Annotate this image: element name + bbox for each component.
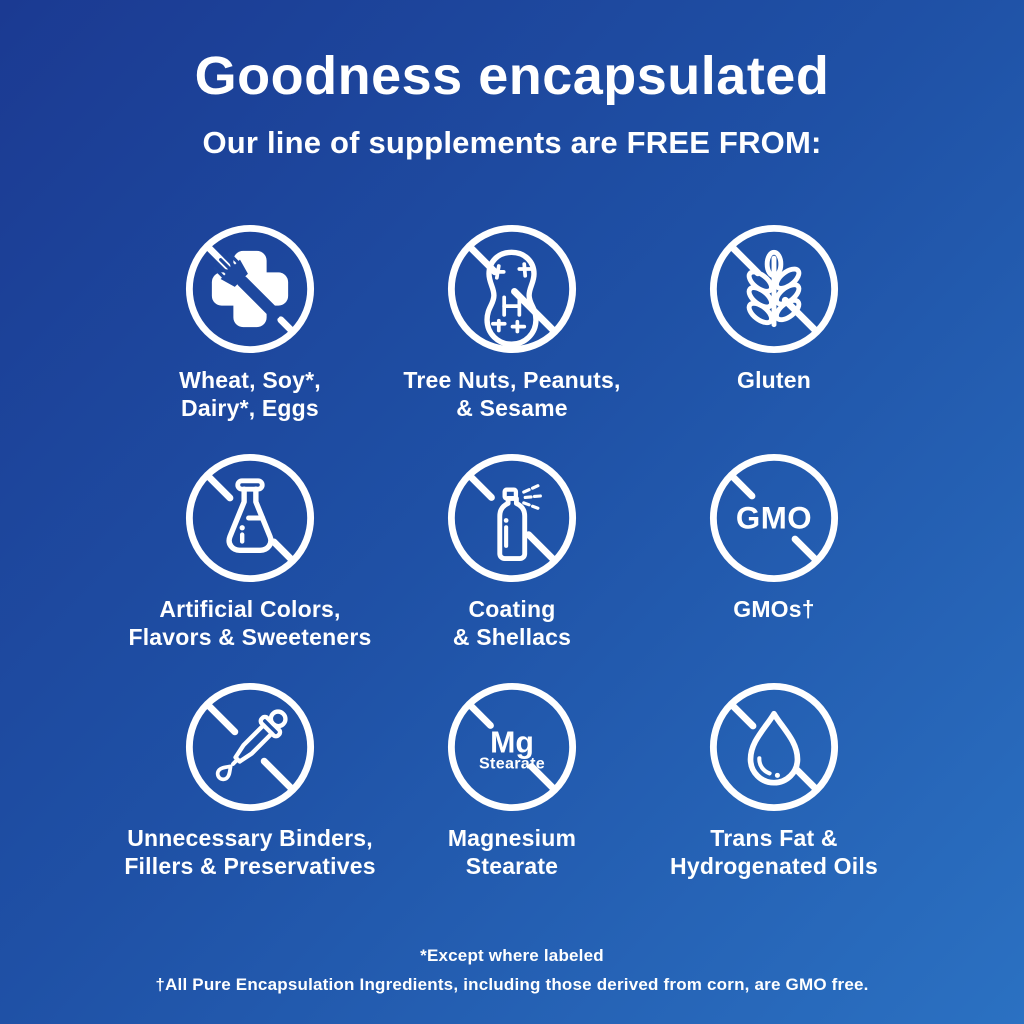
item-label: Artificial Colors, Flavors & Sweeteners <box>128 595 372 650</box>
grid-item-artificial-colors: Artificial Colors, Flavors & Sweeteners <box>128 452 371 651</box>
no-magnesium-stearate-icon: Mg Stearate <box>447 682 577 811</box>
footnote-asterisk: *Except where labeled <box>420 946 604 965</box>
no-binders-fillers-preservatives-icon <box>185 682 315 811</box>
footnotes: *Except where labeled †All Pure Encapsul… <box>0 941 1024 999</box>
page-title: Goodness encapsulated <box>194 46 830 106</box>
footnote-dagger: †All Pure Encapsulation Ingredients, inc… <box>155 975 869 994</box>
grid-item-trans-fat: Trans Fat & Hydrogenated Oils <box>670 681 878 880</box>
header: Goodness encapsulated Our line of supple… <box>0 0 1024 161</box>
item-label: GMOs† <box>733 595 815 622</box>
grid-item-wheat-soy-dairy-eggs: Wheat, Soy*, Dairy*, Eggs <box>179 223 321 422</box>
no-wheat-soy-dairy-eggs-icon <box>185 224 315 353</box>
grid-item-coating-shellacs: Coating & Shellacs <box>446 452 578 651</box>
no-artificial-colors-flavors-sweeteners-icon <box>185 453 315 582</box>
grid-item-gmos: GMO GMOs† <box>708 452 840 651</box>
infographic: Goodness encapsulated Our line of supple… <box>0 0 1024 880</box>
stearate-icon-text: Stearate <box>479 754 545 772</box>
no-trans-fat-hydrogenated-oils-icon <box>709 682 839 811</box>
page-subtitle: Our line of supplements are FREE FROM: <box>202 124 822 160</box>
grid-item-magnesium-stearate: Mg Stearate Magnesium Stearate <box>446 681 578 880</box>
grid-item-binders-fillers: Unnecessary Binders, Fillers & Preservat… <box>124 681 375 880</box>
item-label: Gluten <box>736 366 812 393</box>
free-from-grid: Wheat, Soy*, Dairy*, Eggs <box>119 223 905 880</box>
no-gmo-icon: GMO <box>709 453 839 582</box>
no-tree-nuts-peanuts-sesame-icon <box>447 224 577 353</box>
item-label: Trans Fat & Hydrogenated Oils <box>670 824 878 879</box>
no-coating-shellacs-icon <box>447 453 577 582</box>
mg-icon-text: Mg <box>490 726 534 759</box>
item-label: Wheat, Soy*, Dairy*, Eggs <box>179 366 321 421</box>
gmo-icon-text: GMO <box>736 500 812 535</box>
item-label: Tree Nuts, Peanuts, & Sesame <box>403 366 621 421</box>
item-label: Unnecessary Binders, Fillers & Preservat… <box>124 824 376 879</box>
item-label: Coating & Shellacs <box>452 595 572 650</box>
item-label: Magnesium Stearate <box>447 824 577 879</box>
grid-item-tree-nuts-peanuts-sesame: Tree Nuts, Peanuts, & Sesame <box>403 223 620 422</box>
no-gluten-icon <box>709 224 839 353</box>
grid-item-gluten: Gluten <box>708 223 840 422</box>
